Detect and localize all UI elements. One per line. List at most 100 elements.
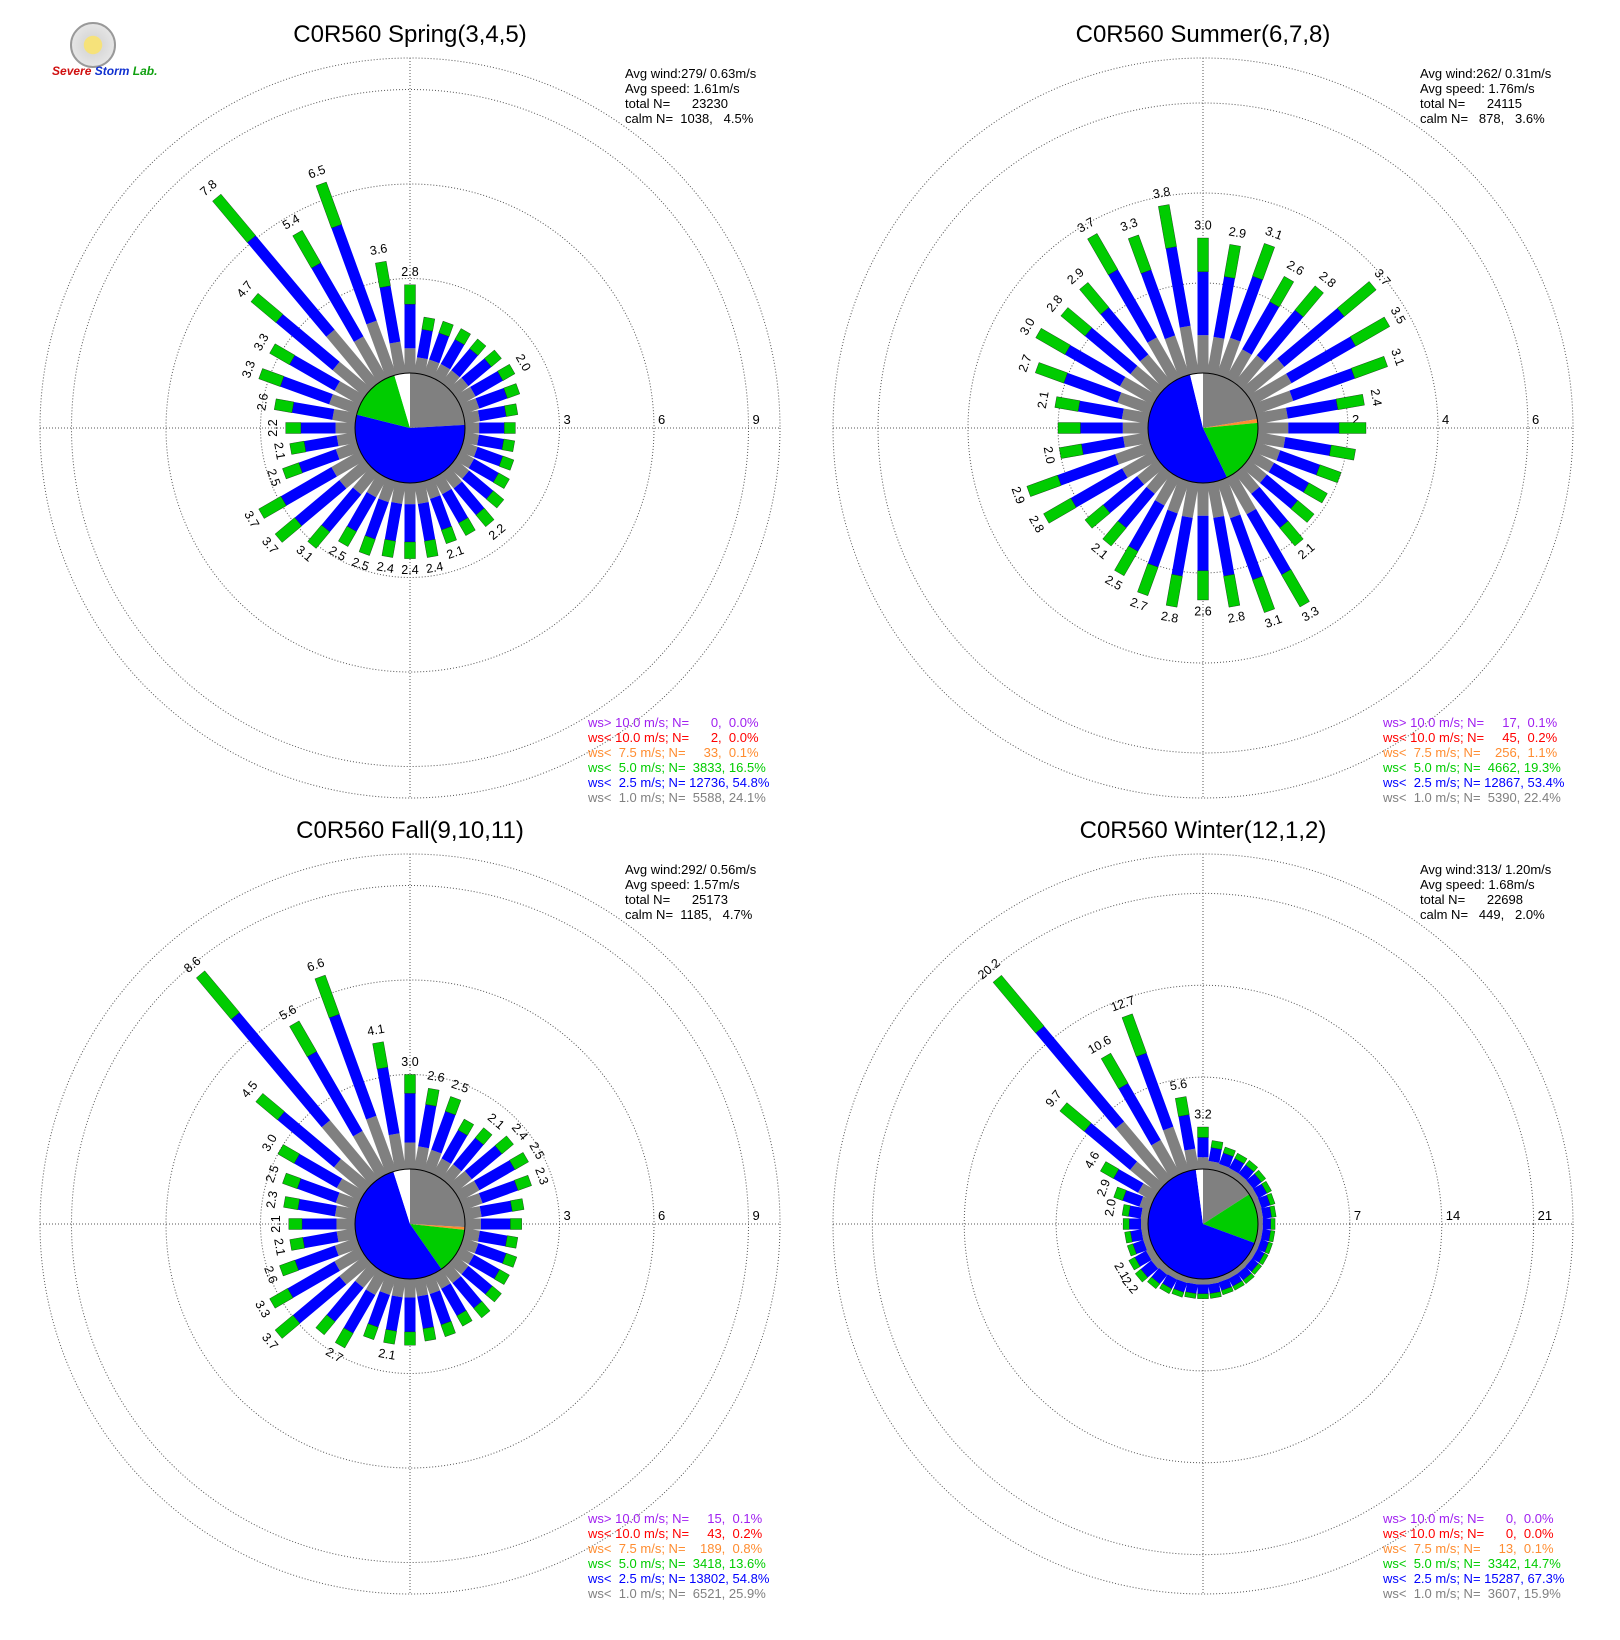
segment-lt5 [1114, 545, 1139, 577]
bar-value-label: 2.1 [445, 543, 466, 562]
pie-slice-lt1 [1203, 373, 1258, 428]
direction-bar [1216, 243, 1275, 379]
direction-bar [1197, 1279, 1209, 1299]
bar-value-label: 2.9 [1009, 485, 1028, 506]
segment-lt5 [269, 343, 296, 365]
segment-lt5 [282, 462, 303, 480]
segment-lt5 [456, 1310, 473, 1327]
segment-lt25 [480, 1218, 511, 1230]
bar-value-label: 3.0 [259, 1132, 280, 1154]
segment-lt1 [1143, 1237, 1154, 1251]
segment-lt25 [1147, 509, 1178, 568]
direction-bar [1079, 282, 1172, 390]
segment-lt5 [503, 383, 520, 399]
segment-lt1 [463, 1206, 482, 1220]
bar-value-label: 3.1 [1263, 612, 1284, 631]
bar-value-label: 2.7 [1016, 353, 1035, 374]
segment-lt1 [1197, 335, 1209, 373]
segment-lt1 [378, 477, 397, 503]
segment-lt25 [1276, 450, 1320, 476]
segment-lt5 [493, 1269, 510, 1285]
direction-bar [1252, 1237, 1273, 1255]
segment-lt1 [1181, 481, 1199, 518]
segment-lt5 [505, 1235, 519, 1249]
direction-bar [307, 466, 379, 549]
direction-bar [212, 193, 379, 390]
ring-label: 6 [658, 412, 665, 427]
segment-lt25 [473, 1160, 515, 1191]
bar-value-label: 3.0 [1017, 316, 1038, 338]
ring-label: 6 [1532, 412, 1539, 427]
segment-lt5 [289, 1020, 317, 1058]
segment-lt1 [454, 450, 475, 469]
direction-bar [465, 422, 516, 434]
segment-lt5 [274, 1314, 301, 1339]
bar-value-label: 2.7 [323, 1345, 345, 1366]
ring [963, 984, 1443, 1464]
legend-item-lt5: ws< 5.0 m/s; N= 4662, 19.3% [1382, 760, 1561, 775]
segment-lt25 [291, 401, 335, 420]
segment-lt25 [1118, 1083, 1161, 1146]
segment-lt25 [404, 1297, 416, 1332]
segment-lt1 [335, 1192, 361, 1211]
segment-lt25 [468, 458, 499, 483]
bar-value-label: 3.7 [1075, 215, 1097, 236]
segment-lt25 [1213, 515, 1235, 577]
segment-lt25 [468, 1254, 500, 1279]
direction-bar [1216, 477, 1275, 613]
direction-bar [1165, 481, 1199, 608]
segment-lt5 [473, 1300, 491, 1319]
segment-lt25 [275, 314, 340, 371]
direction-bar [375, 261, 406, 375]
segment-lt25 [289, 355, 340, 391]
segment-lt25 [1252, 1249, 1265, 1263]
bar-value-label: 2.2 [266, 419, 280, 436]
segment-lt25 [404, 504, 416, 542]
segment-lt1 [423, 1273, 441, 1295]
segment-lt1 [355, 1262, 379, 1288]
segment-lt1 [1252, 441, 1281, 461]
segment-lt1 [1207, 1160, 1220, 1171]
pie-slice-lt5 [410, 1224, 465, 1270]
segment-lt5 [338, 525, 357, 547]
direction-bar [1256, 394, 1365, 424]
direction-bar [1256, 432, 1356, 461]
segment-lt1 [454, 1180, 480, 1202]
segment-lt5 [1350, 356, 1388, 379]
bar-value-label: 3.6 [369, 241, 389, 258]
segment-lt5 [1222, 1146, 1236, 1157]
segment-lt5 [1054, 396, 1081, 412]
pie-outline [1147, 372, 1259, 484]
direction-bar [1128, 1246, 1159, 1271]
segment-lt25 [311, 262, 364, 342]
bar-value-label: 4.1 [366, 1022, 386, 1039]
direction-bar [1128, 234, 1190, 379]
segment-lt1 [404, 483, 416, 505]
segment-lt25 [1230, 276, 1263, 342]
stat-total: total N= 23230 [625, 96, 728, 111]
segment-lt1 [334, 381, 366, 406]
segment-lt5 [1268, 1230, 1276, 1243]
segment-lt25 [1035, 1026, 1125, 1129]
segment-lt25 [462, 470, 494, 500]
direction-bar [459, 383, 520, 415]
segment-lt5 [363, 1323, 379, 1340]
segment-lt1 [331, 450, 366, 477]
segment-lt1 [336, 1228, 357, 1243]
segment-lt25 [331, 224, 377, 325]
ring [260, 1074, 560, 1374]
segment-lt5 [1128, 1256, 1141, 1271]
stat-calm: calm N= 878, 3.6% [1420, 111, 1545, 126]
bar-value-label: 2.0 [513, 352, 534, 374]
segment-lt25 [367, 1291, 391, 1328]
direction-bar [454, 364, 516, 406]
stat-total: total N= 22698 [1420, 892, 1523, 907]
segment-lt5 [358, 535, 376, 556]
legend-item-lt10: ws< 10.0 m/s; N= 43, 0.2% [587, 1526, 763, 1541]
direction-bar [1252, 441, 1342, 483]
ring-label: 4 [1442, 412, 1449, 427]
segment-lt25 [1262, 1218, 1271, 1230]
segment-lt25 [1113, 1169, 1144, 1193]
segment-lt5 [1281, 569, 1310, 608]
segment-lt5 [440, 1320, 456, 1337]
